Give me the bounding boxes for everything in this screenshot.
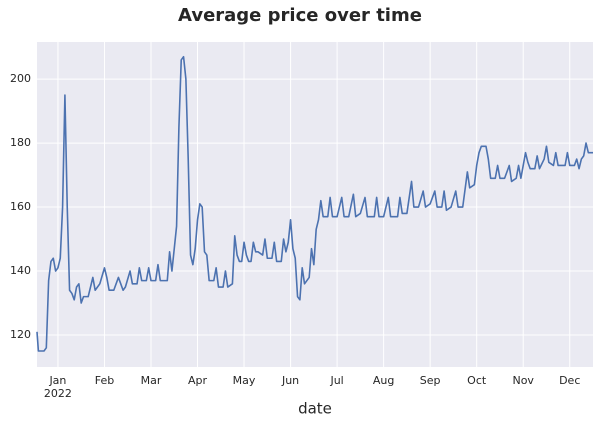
x-tick-label: Jul [329, 374, 343, 387]
x-axis-label: date [298, 400, 332, 418]
line [36, 55, 593, 352]
x-tick-label: Oct [467, 374, 487, 387]
y-tick-label: 160 [10, 200, 31, 213]
chart-title: Average price over time [178, 5, 422, 26]
y-tick-label: 140 [10, 264, 31, 277]
x-tick-label: Dec [559, 374, 580, 387]
x-tick-label: Jun [281, 374, 299, 387]
y-tick-label: 180 [10, 136, 31, 149]
x-tick-label: Nov [512, 374, 534, 387]
x-tick-label: Apr [188, 374, 208, 387]
x-tick-label: Sep [420, 374, 441, 387]
x-tick-label: May [233, 374, 256, 387]
y-tick-label: 120 [10, 328, 31, 341]
x-tick-label: Jan [48, 374, 66, 387]
plot-area [37, 42, 593, 367]
x-tick-label: Feb [95, 374, 114, 387]
y-tick-label: 200 [10, 72, 31, 85]
x-tick-year: 2022 [44, 387, 72, 400]
x-tick-label: Aug [373, 374, 394, 387]
x-tick-label: Mar [141, 374, 162, 387]
